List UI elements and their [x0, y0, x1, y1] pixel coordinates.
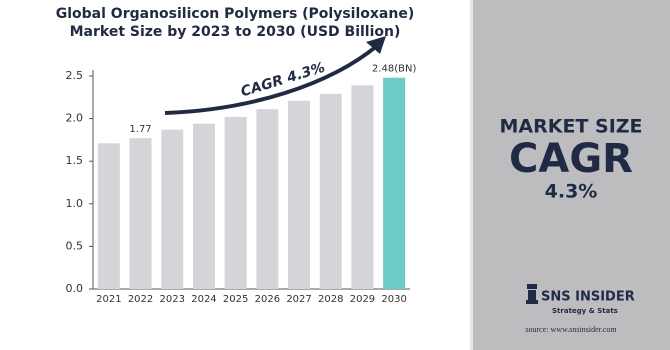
y-tick-label: 1.5 — [66, 154, 84, 167]
source: source: www.snsinsider.com — [525, 325, 617, 334]
chart-title: Global Organosilicon Polymers (Polysilox… — [55, 6, 415, 40]
bar — [351, 85, 374, 289]
panel-metric: CAGR — [509, 136, 633, 182]
x-tick-label: 2029 — [350, 294, 375, 305]
side-panel — [472, 0, 670, 350]
bar — [224, 116, 247, 289]
x-tick-label: 2023 — [160, 294, 185, 305]
x-tick-label: 2021 — [96, 294, 121, 305]
y-tick-label: 0.5 — [66, 239, 84, 252]
separator — [470, 0, 473, 350]
bar — [161, 129, 184, 289]
logo-tagline: Strategy & Stats — [552, 307, 618, 315]
x-tick-label: 2027 — [286, 294, 311, 305]
panel-value: 4.3% — [545, 181, 598, 203]
x-tick-label: 2028 — [318, 294, 343, 305]
logo-icon — [526, 284, 538, 304]
bar — [288, 100, 311, 289]
panel-heading: MARKET SIZE — [499, 116, 642, 138]
x-tick-label: 2025 — [223, 294, 248, 305]
y-tick-label: 1.0 — [66, 197, 84, 210]
y-tick-label: 2.0 — [66, 112, 84, 125]
bar — [256, 109, 279, 289]
bar — [129, 138, 152, 289]
arrow-head — [366, 36, 386, 54]
trend-arrow — [164, 43, 380, 115]
bar — [383, 77, 406, 289]
y-tick-label: 2.5 — [66, 69, 84, 82]
bar — [97, 143, 120, 289]
value-label: 1.77 — [129, 124, 151, 135]
x-tick-label: 2024 — [191, 294, 216, 305]
x-tick-label: 2022 — [128, 294, 153, 305]
value-label: 2.48(BN) — [372, 64, 417, 75]
x-tick-label: 2030 — [381, 294, 406, 305]
bar — [319, 93, 342, 289]
bar — [192, 123, 215, 289]
y-tick-label: 0.0 — [66, 282, 84, 295]
x-tick-label: 2026 — [255, 294, 280, 305]
logo-name: SNS INSIDER — [541, 290, 635, 305]
